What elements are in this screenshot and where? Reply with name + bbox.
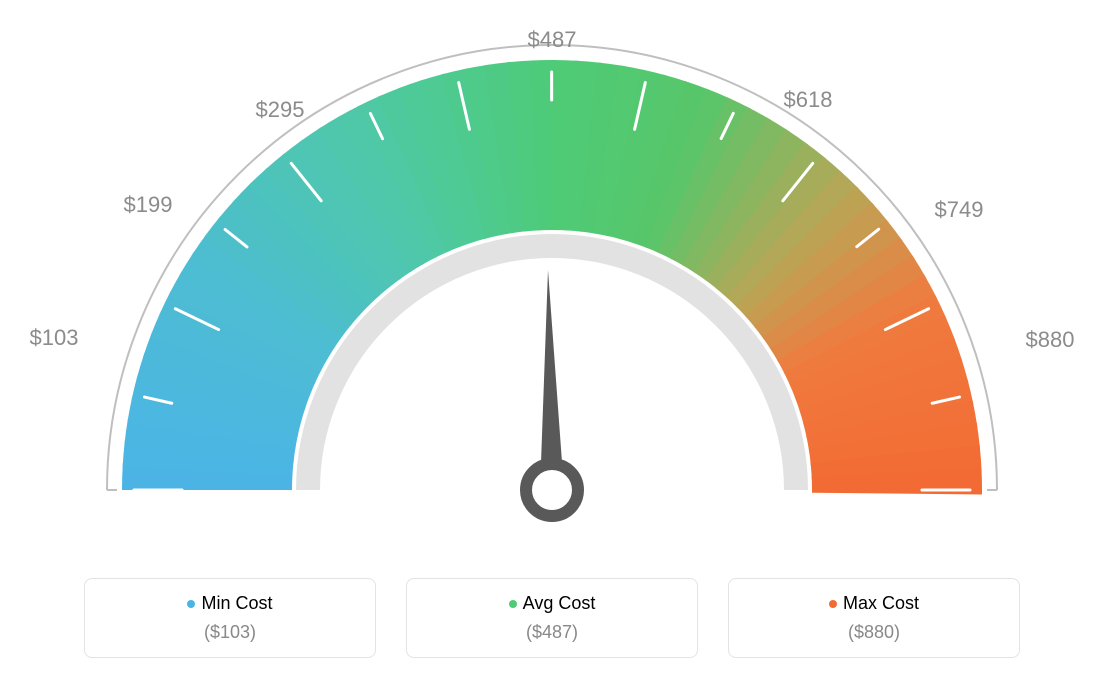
legend-min-title: Min Cost [85,593,375,614]
legend-min-label: Min Cost [201,593,272,613]
cost-gauge-chart: $103 $199 $295 $487 $618 $749 $880 Min Cost ($… [0,0,1104,690]
legend-avg-value: ($487) [407,622,697,643]
legend-row: Min Cost ($103) Avg Cost ($487) Max Cost… [0,578,1104,658]
dot-icon [509,600,517,608]
gauge-tick-label: $199 [124,192,173,218]
legend-min: Min Cost ($103) [84,578,376,658]
legend-max-value: ($880) [729,622,1019,643]
gauge-tick-label: $880 [1026,327,1075,353]
gauge-tick-label: $618 [784,87,833,113]
gauge-area: $103 $199 $295 $487 $618 $749 $880 [0,0,1104,560]
legend-max: Max Cost ($880) [728,578,1020,658]
gauge-svg [0,0,1104,560]
gauge-tick-label: $103 [30,325,79,351]
gauge-tick-label: $749 [935,197,984,223]
gauge-tick-label: $487 [528,27,577,53]
legend-avg-label: Avg Cost [523,593,596,613]
legend-avg: Avg Cost ($487) [406,578,698,658]
dot-icon [187,600,195,608]
dot-icon [829,600,837,608]
legend-max-label: Max Cost [843,593,919,613]
legend-avg-title: Avg Cost [407,593,697,614]
legend-max-title: Max Cost [729,593,1019,614]
gauge-tick-label: $295 [256,97,305,123]
legend-min-value: ($103) [85,622,375,643]
